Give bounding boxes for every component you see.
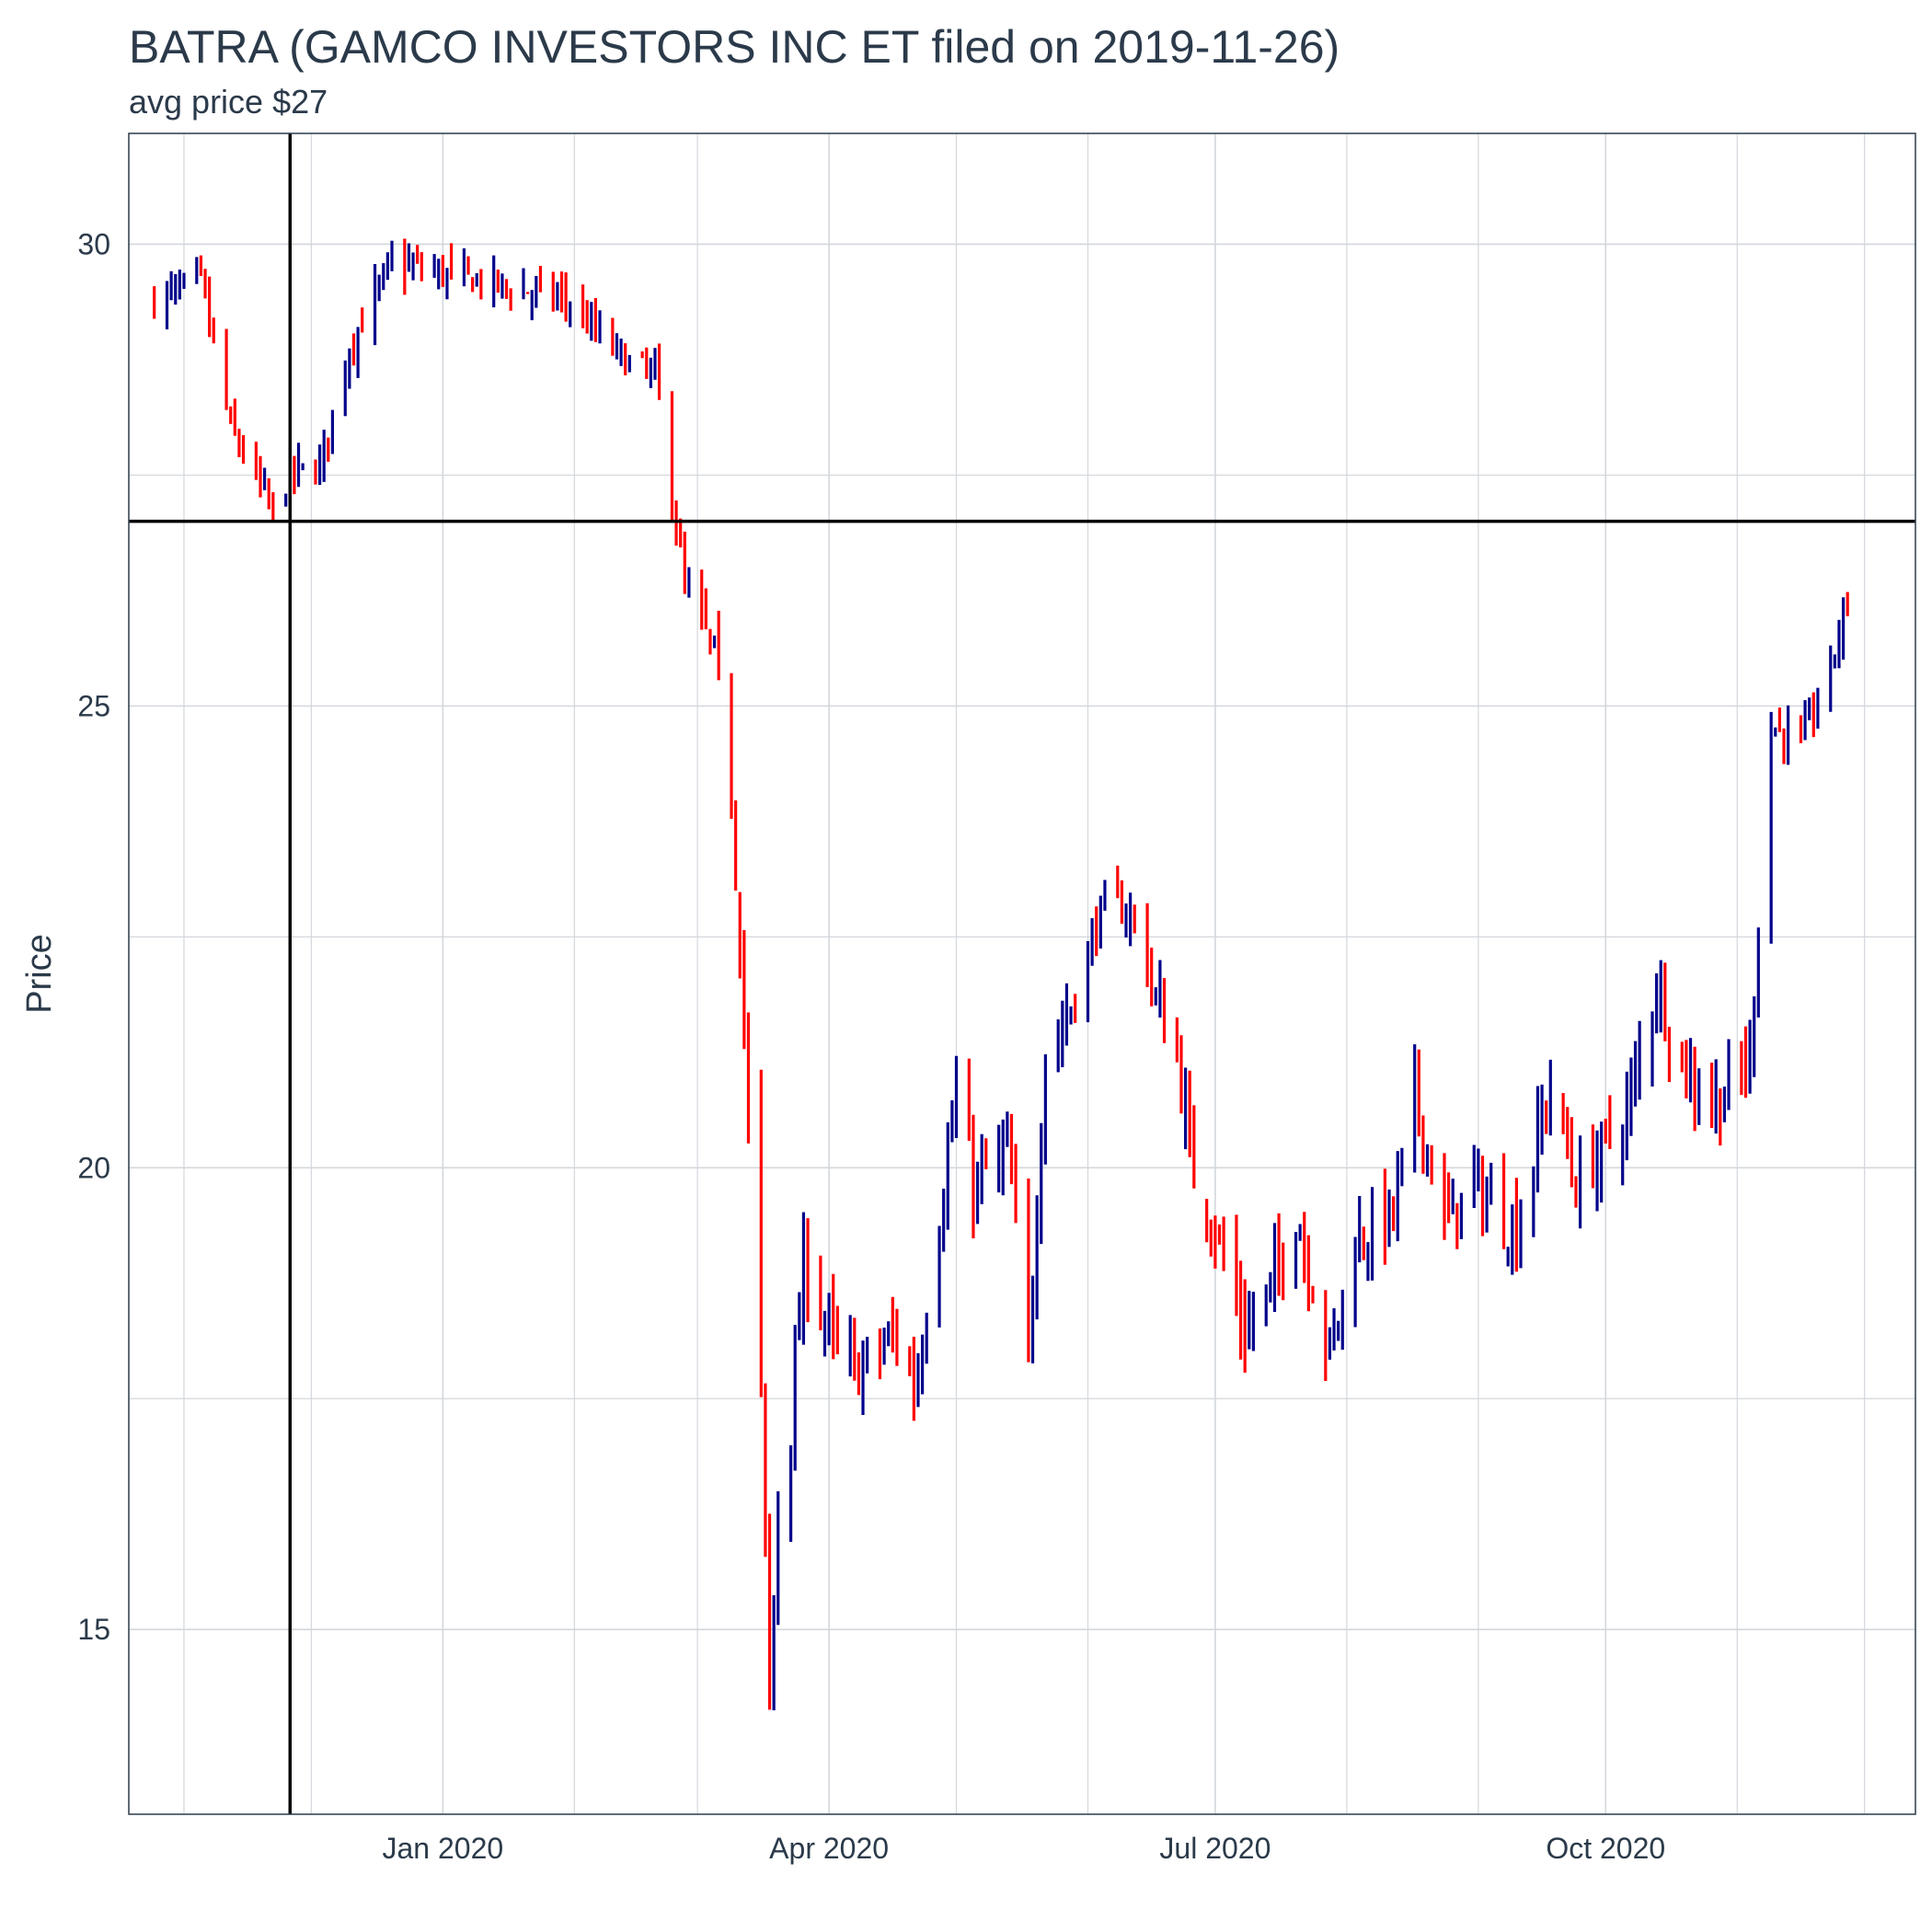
chart-title: BATRA (GAMCO INVESTORS INC ET filed on 2… xyxy=(129,21,1340,73)
price-bars xyxy=(153,238,1849,1711)
chart-subtitle: avg price $27 xyxy=(129,83,328,121)
x-tick-label: Oct 2020 xyxy=(1546,1832,1665,1865)
y-axis-ticks: 15 20 25 30 xyxy=(77,227,110,1646)
x-axis-ticks: Jan 2020 Apr 2020 Jul 2020 Oct 2020 xyxy=(383,1832,1666,1865)
x-tick-label: Jul 2020 xyxy=(1159,1832,1271,1865)
x-tick-label: Jan 2020 xyxy=(383,1832,504,1865)
plot-border xyxy=(128,132,1916,1815)
y-axis-label: Price xyxy=(20,934,59,1014)
y-tick-label: 15 xyxy=(77,1613,110,1646)
grid-lines xyxy=(129,133,1915,1814)
y-tick-label: 25 xyxy=(77,689,110,722)
x-tick-label: Apr 2020 xyxy=(769,1832,889,1865)
y-tick-label: 20 xyxy=(77,1151,110,1184)
y-tick-label: 30 xyxy=(77,227,110,260)
reference-lines xyxy=(129,133,1915,1814)
